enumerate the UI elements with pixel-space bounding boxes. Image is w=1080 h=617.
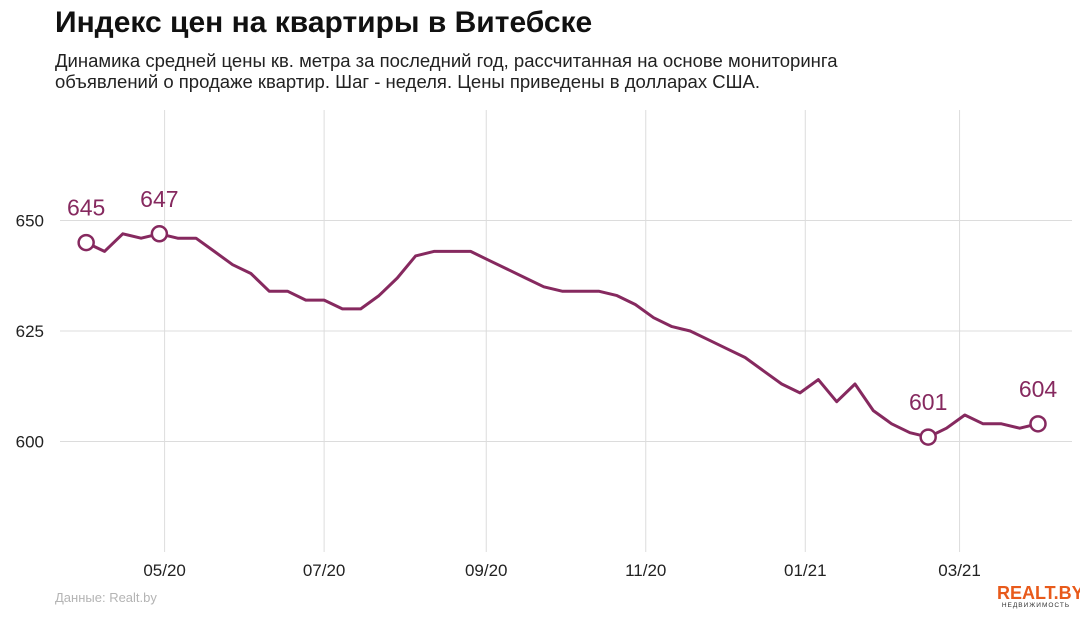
highlight-point-1[interactable] <box>150 225 169 243</box>
subtitle-line-2: объявлений о продаже квартир. Шаг - неде… <box>55 71 761 92</box>
x-tick-label-1: 07/20 <box>303 561 346 580</box>
data-source: Данные: Realt.by <box>55 590 157 605</box>
realt-logo[interactable]: REALT.BY НЕДВИЖИМОСТЬ <box>997 583 1080 610</box>
series-layer <box>84 232 1040 439</box>
x-tick-label-4: 01/21 <box>784 561 827 580</box>
logo-subtext: НЕДВИЖИМОСТЬ <box>1001 602 1071 609</box>
highlight-point-3[interactable] <box>1029 415 1047 433</box>
highlight-point-2[interactable] <box>919 428 937 446</box>
x-tick-label-0: 05/20 <box>143 561 186 580</box>
highlight-label-0: 645 <box>67 195 105 221</box>
highlight-label-1: 647 <box>140 186 178 212</box>
y-tick-label-0: 600 <box>16 433 44 452</box>
x-tick-label-5: 03/21 <box>938 561 981 580</box>
highlight-markers: 645 647 601 604 <box>67 186 1058 446</box>
page-title: Индекс цен на квартиры в Витебске <box>55 6 593 39</box>
x-tick-label-3: 11/20 <box>625 561 666 580</box>
highlight-label-3: 604 <box>1019 376 1058 402</box>
highlight-label-2: 601 <box>909 389 947 415</box>
series-line-0 <box>84 232 1040 439</box>
page-subtitle: Динамика средней цены кв. метра за после… <box>55 50 838 92</box>
highlight-point-0[interactable] <box>77 233 95 252</box>
grid-layer <box>60 110 1072 552</box>
subtitle-line-1: Динамика средней цены кв. метра за после… <box>55 50 838 71</box>
logo-text: REALT.BY <box>997 583 1080 603</box>
y-tick-label-1: 625 <box>16 322 44 341</box>
tick-labels: 600 625 650 05/20 07/20 09/20 11/20 01/21 03/21 <box>16 212 981 581</box>
y-tick-label-2: 650 <box>16 212 44 231</box>
x-tick-label-2: 09/20 <box>465 561 508 580</box>
